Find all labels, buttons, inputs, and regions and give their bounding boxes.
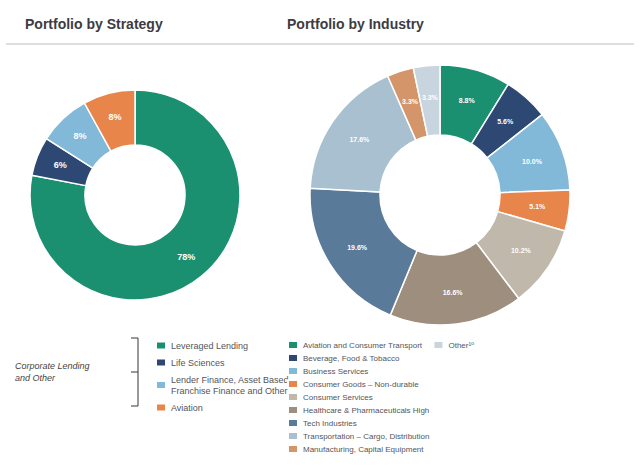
svg-text:5.6%: 5.6%: [497, 118, 514, 125]
svg-text:Tech Industries: Tech Industries: [303, 419, 357, 428]
svg-text:Healthcare & Pharmaceuticals H: Healthcare & Pharmaceuticals High: [303, 406, 429, 415]
svg-text:8%: 8%: [108, 112, 121, 122]
svg-text:Consumer Goods – Non-durable: Consumer Goods – Non-durable: [303, 380, 419, 389]
svg-text:10.0%: 10.0%: [522, 158, 543, 165]
svg-text:Lender Finance, Asset Based,: Lender Finance, Asset Based,: [171, 375, 291, 385]
svg-text:Portfolio by Strategy: Portfolio by Strategy: [25, 16, 163, 32]
svg-text:Transportation – Cargo, Distri: Transportation – Cargo, Distribution: [303, 432, 429, 441]
svg-text:Life Sciences: Life Sciences: [171, 358, 225, 368]
svg-text:Business Services: Business Services: [303, 367, 368, 376]
svg-text:Leveraged Lending: Leveraged Lending: [171, 341, 248, 351]
svg-text:Beverage, Food & Tobacco: Beverage, Food & Tobacco: [303, 354, 400, 363]
svg-text:8.8%: 8.8%: [459, 97, 476, 104]
svg-text:78%: 78%: [177, 252, 195, 262]
svg-text:Corporate Lending: Corporate Lending: [15, 361, 90, 371]
svg-text:16.6%: 16.6%: [443, 289, 464, 296]
svg-text:Manufacturing, Capital Equipme: Manufacturing, Capital Equipment: [303, 445, 424, 454]
svg-text:Consumer Services: Consumer Services: [303, 393, 373, 402]
svg-text:17.6%: 17.6%: [349, 136, 370, 143]
svg-text:5.1%: 5.1%: [529, 203, 546, 210]
svg-text:8%: 8%: [73, 131, 86, 141]
svg-text:19.6%: 19.6%: [347, 244, 368, 251]
svg-text:3.3%: 3.3%: [422, 94, 439, 101]
svg-text:Other¹⁰: Other¹⁰: [448, 341, 474, 350]
svg-text:6%: 6%: [54, 160, 67, 170]
svg-text:and Other: and Other: [15, 373, 56, 383]
svg-text:Aviation and Consumer Transpor: Aviation and Consumer Transport: [303, 341, 423, 350]
svg-text:Franchise Finance and Other: Franchise Finance and Other: [171, 386, 288, 396]
svg-text:10.2%: 10.2%: [511, 247, 532, 254]
svg-text:3.3%: 3.3%: [402, 98, 419, 105]
svg-text:Portfolio by Industry: Portfolio by Industry: [287, 16, 424, 32]
svg-text:Aviation: Aviation: [171, 403, 203, 413]
